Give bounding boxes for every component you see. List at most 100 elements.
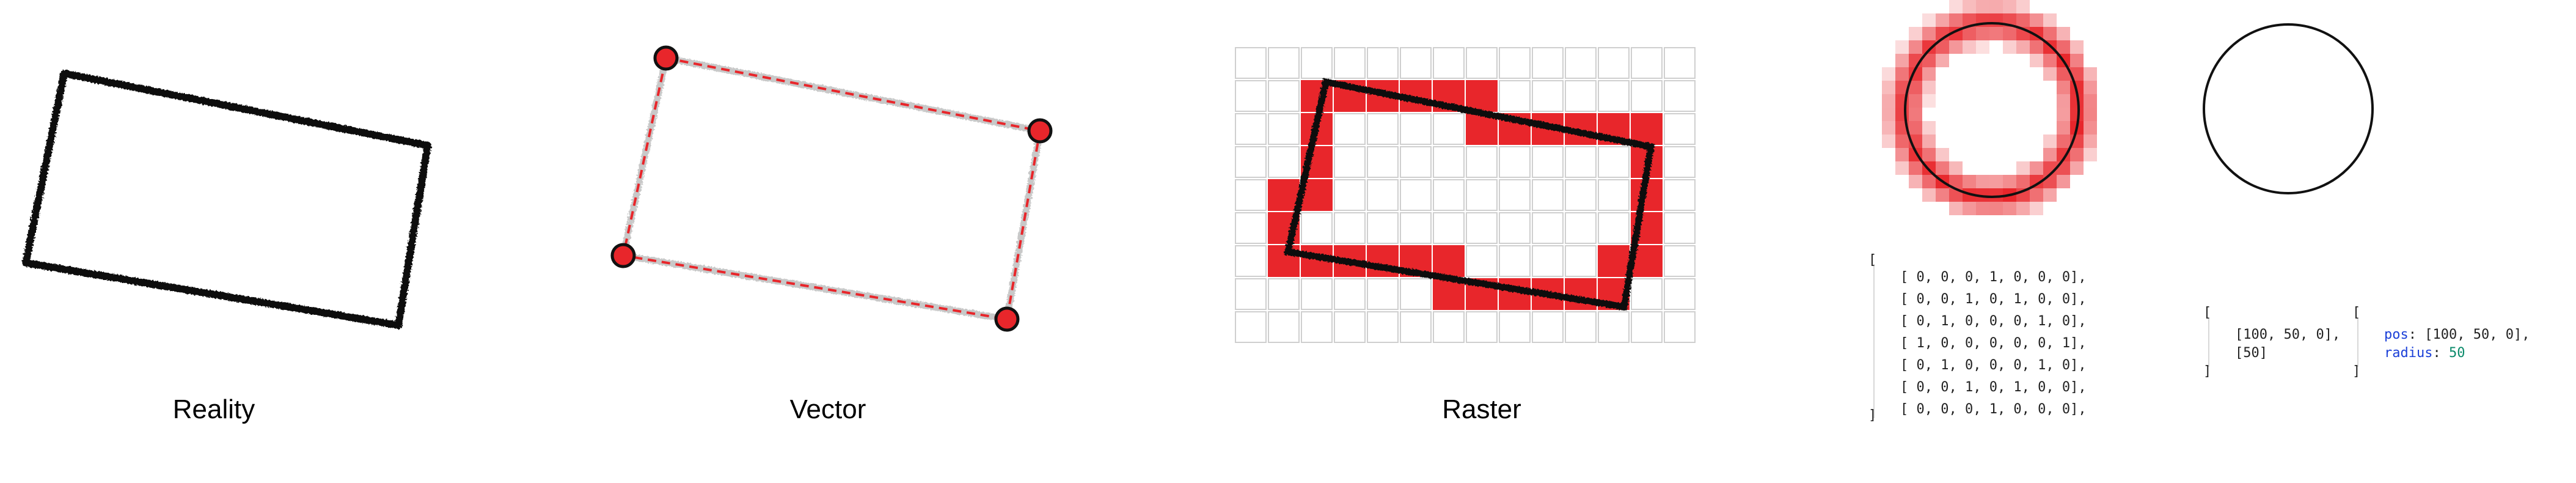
raster-cell [1598,80,1630,112]
circle-raster-pixel [2084,121,2097,135]
raster-cell [1301,212,1333,244]
object-code-pos-key: pos [2384,327,2409,342]
circle-raster-pixel [1922,67,1936,81]
circle-raster-pixel [1882,108,1895,121]
raster-cell [1466,179,1498,211]
raster-cell [1499,212,1531,244]
circle-raster-pixel [1895,40,1909,54]
object-code-close: ] [2352,364,2361,379]
circle-raster-pixel [2057,175,2070,188]
raster-cell [1268,80,1300,112]
matrix-code-close: ] [1868,408,1877,423]
raster-cell [1235,311,1267,343]
circle-raster-pixel [2057,121,2070,135]
vector-caption: Vector [789,394,866,424]
raster-cell [1334,278,1366,310]
raster-cell [1631,311,1663,343]
circle-raster-pixel [2084,94,2097,108]
circle-raster-pixel [2070,148,2084,161]
raster-cell [1433,113,1465,145]
circle-raster-pixel [2043,27,2057,40]
circle-raster-pixel [1922,135,1936,148]
raster-cell [1532,245,1564,277]
raster-cell [1565,146,1597,178]
raster-cell [1367,278,1399,310]
circle-raster-pixel [1976,0,1989,13]
reality-shape [22,70,431,329]
object-code-radius-value: 50 [2448,345,2465,361]
raster-cell [1400,278,1432,310]
raster-cell [1466,245,1498,277]
circle-raster-pixel [2084,108,2097,121]
circle-raster-pixel [1909,27,1922,40]
raster-cell [1301,311,1333,343]
vector-point [653,45,679,71]
circle-raster-pixel [1922,13,1936,27]
circle-raster-pixel [2043,54,2057,67]
circle-raster-pixel [1963,27,1976,40]
circle-raster-pixel [2070,94,2084,108]
circle-raster-pixel [1922,148,1936,161]
raster-cell [1301,47,1333,79]
raster-cell [1367,146,1399,178]
raster-cell [1235,245,1267,277]
raster-cell [1664,311,1696,343]
circle-raster-pixel [2070,108,2084,121]
circle-raster-pixel [1976,40,1989,54]
circle-raster-pixel [1922,81,1936,94]
array-code-line-2: [50] [2235,345,2267,361]
raster-cell [1532,212,1564,244]
raster-cell [1433,311,1465,343]
circle-raster-pixel [1909,94,1922,108]
circle-raster-pixel [1909,40,1922,54]
circle-raster-pixel [1882,121,1895,135]
circle-raster-pixel [2016,13,2030,27]
circle-raster-pixel [2084,148,2097,161]
circle-raster-pixel [2030,161,2043,175]
raster-cell [1598,47,1630,79]
object-code-radius: radius: 50 [2384,345,2465,361]
raster-cell [1466,212,1498,244]
circle-raster-pixel [2030,54,2043,67]
circle-raster-pixel [1895,161,1909,175]
circle-raster-pixel [1989,0,2003,13]
circle-raster-pixel [2043,161,2057,175]
raster-cell [1367,212,1399,244]
object-code-open: [ [2352,305,2361,320]
raster-cell [1598,179,1630,211]
raster-cell-filled [1268,179,1300,211]
raster-cell [1400,47,1432,79]
circle-raster-pixel [2043,13,2057,27]
circle-raster-pixel [2003,175,2016,188]
circle-raster-pixel [1989,202,2003,215]
circle-raster-pixel [1976,27,1989,40]
circle-raster-pixel [1909,81,1922,94]
raster-cell [1334,113,1366,145]
circle-raster-pixel [1976,175,1989,188]
circle-raster-pixel [1922,54,1936,67]
raster-cell [1565,47,1597,79]
raster-caption: Raster [1442,394,1521,424]
raster-cell [1235,47,1267,79]
object-code-pos-value: [100, 50, 0], [2424,327,2530,342]
raster-cell [1235,212,1267,244]
circle-raster-pixel [2016,40,2030,54]
raster-cell [1433,47,1465,79]
circle-raster-pixel [1949,13,1963,27]
circle-raster-pixel [2057,27,2070,40]
raster-cell [1466,311,1498,343]
circle-raster-pixel [2003,27,2016,40]
circle-raster-pixel [1963,13,1976,27]
circle-raster-pixel [1963,0,1976,13]
vector-point [1027,118,1053,144]
raster-cell [1466,146,1498,178]
circle-raster-pixel [1909,108,1922,121]
raster-cell [1664,179,1696,211]
circle-raster-pixel [1963,175,1976,188]
array-code-open: [ [2203,305,2212,320]
raster-cell [1565,80,1597,112]
circle-raster-pixel [2057,135,2070,148]
circle-raster-pixel [1922,188,1936,202]
circle-raster-pixel [1922,27,1936,40]
